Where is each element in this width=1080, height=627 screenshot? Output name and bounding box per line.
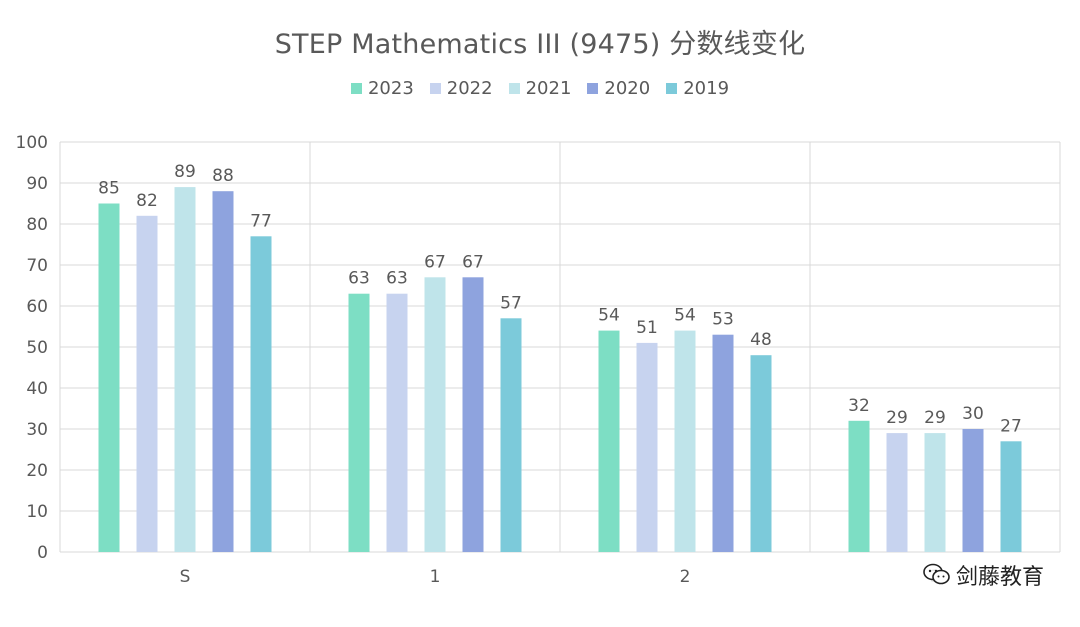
data-label: 32 (848, 396, 870, 416)
y-tick-label: 90 (26, 174, 48, 194)
brand-logo-text: 剑藤教育 (955, 565, 1044, 590)
y-tick-label: 20 (26, 461, 48, 481)
y-tick-label: 10 (26, 502, 48, 522)
bar (886, 433, 908, 552)
wechat-icon (923, 563, 950, 585)
data-label: 63 (386, 269, 408, 289)
legend-swatch (666, 83, 678, 94)
data-label: 57 (500, 293, 522, 313)
chart-legend: 2023 2022 2021 2020 2019 (0, 78, 1080, 99)
bar (98, 203, 120, 552)
bar (962, 429, 984, 552)
legend-label: 2019 (683, 78, 730, 99)
data-label: 67 (424, 252, 446, 272)
y-tick-label: 100 (16, 133, 48, 153)
data-label: 88 (212, 166, 234, 186)
bar (212, 191, 234, 552)
data-label: 54 (674, 306, 696, 326)
data-label: 54 (598, 306, 620, 326)
data-label: 27 (1000, 416, 1022, 436)
legend-swatch (587, 83, 599, 94)
y-tick-label: 40 (26, 379, 48, 399)
legend-item: 2022 (429, 78, 493, 99)
bar (924, 433, 946, 552)
legend-label: 2020 (604, 78, 651, 99)
data-label: 85 (98, 179, 120, 199)
y-tick-label: 80 (26, 215, 48, 235)
x-tick-label: 2 (680, 567, 691, 587)
data-label: 51 (636, 318, 658, 338)
bar (500, 318, 522, 552)
data-label: 30 (962, 404, 984, 424)
chart-title: STEP Mathematics III (9475) 分数线变化 (274, 29, 806, 60)
y-tick-label: 30 (26, 420, 48, 440)
legend-label: 2022 (446, 78, 493, 99)
bar (424, 277, 446, 552)
brand-logo: 剑藤教育 (917, 557, 1048, 593)
y-tick-label: 70 (26, 256, 48, 276)
bar (598, 330, 620, 552)
bar (750, 355, 772, 552)
data-label: 29 (924, 408, 946, 428)
bar (848, 420, 870, 552)
bar (174, 187, 196, 552)
data-label: 89 (174, 162, 196, 182)
data-label: 82 (136, 191, 158, 211)
bar (250, 236, 272, 553)
data-label: 63 (348, 269, 370, 289)
bar (462, 277, 484, 552)
y-tick-label: 0 (37, 543, 48, 563)
legend-item: 2020 (587, 78, 650, 99)
bar (1000, 441, 1022, 552)
data-label: 77 (250, 211, 272, 231)
legend-item: 2023 (350, 78, 414, 99)
bar (712, 334, 734, 552)
bar (674, 330, 696, 552)
bar (636, 342, 658, 552)
legend-item: 2019 (666, 78, 729, 99)
y-tick-label: 60 (26, 297, 48, 317)
bar (348, 293, 370, 552)
data-label: 67 (462, 252, 484, 272)
data-label: 29 (886, 408, 908, 428)
legend-swatch (350, 83, 362, 94)
data-label: 53 (712, 310, 734, 330)
legend-label: 2021 (525, 78, 572, 99)
bar (136, 215, 158, 553)
legend-swatch (508, 83, 520, 94)
x-tick-label: 1 (430, 567, 441, 587)
legend-label: 2023 (367, 78, 414, 99)
bar (386, 293, 408, 552)
x-tick-label: S (180, 567, 191, 587)
legend-swatch (429, 83, 441, 94)
legend-item: 2021 (508, 78, 572, 99)
y-tick-label: 50 (26, 338, 48, 358)
data-label: 48 (750, 330, 772, 350)
